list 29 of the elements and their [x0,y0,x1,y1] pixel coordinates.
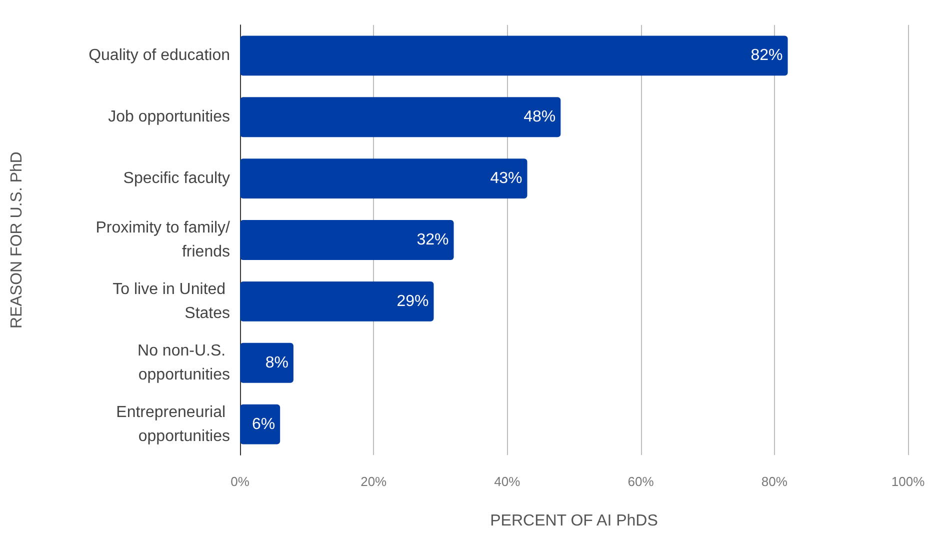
x-tick-label: 100% [891,474,926,489]
y-tick-label: No non-U.S. opportunities [138,342,230,384]
y-tick-label: Specific faculty [123,170,230,188]
y-axis-title: REASON FOR U.S. PhD [8,152,26,328]
data-label: 43% [490,170,522,188]
x-axis-title: PERCENT OF AI PhDS [490,512,658,530]
bar [240,342,294,383]
data-label: 6% [252,416,276,433]
y-tick-label: Proximity to family/friends [96,220,231,260]
data-label: 32% [416,232,449,248]
data-label: 82% [750,47,783,64]
y-tick-label: Entrepreneurial opportunities [116,404,230,445]
y-tick-label: Quality of education [88,47,230,64]
data-label: 8% [265,354,288,372]
x-tick-label: 20% [360,474,388,489]
x-tick-label: 0% [230,474,250,489]
x-tick-label: 80% [761,474,788,489]
bar [240,97,561,138]
bar [240,36,788,76]
bar [240,404,280,444]
bar [240,158,528,199]
bar [240,281,434,322]
data-label: 29% [396,292,429,310]
data-label: 48% [524,108,556,126]
x-tick-label: 40% [494,474,521,489]
bar [240,220,454,260]
y-tick-label: To live in United States [112,280,230,322]
y-tick-label: Job opportunities [108,108,230,126]
x-tick-label: 60% [628,474,654,489]
